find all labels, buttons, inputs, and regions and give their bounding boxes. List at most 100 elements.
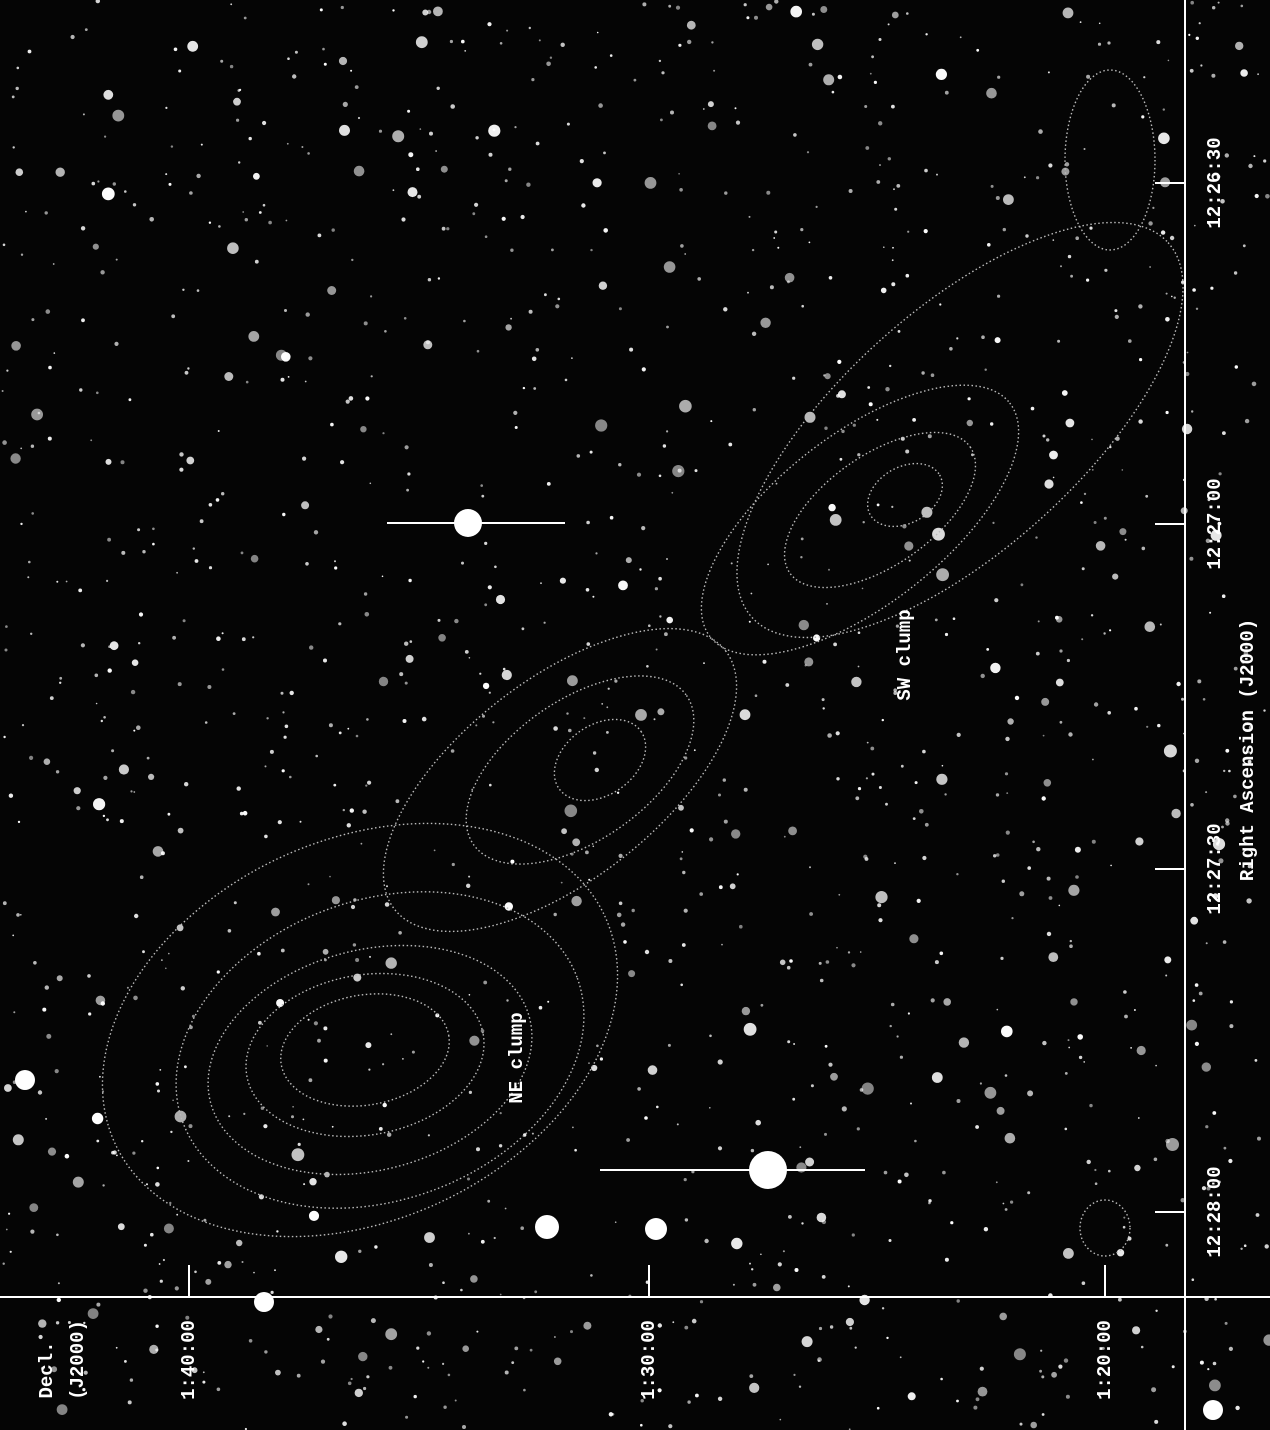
star (317, 1038, 321, 1043)
star (760, 317, 771, 328)
star (208, 221, 212, 224)
star (808, 62, 813, 67)
star (821, 698, 825, 702)
star (105, 458, 112, 465)
star (861, 1082, 874, 1095)
star (384, 902, 390, 907)
star (81, 318, 85, 323)
star (83, 1370, 88, 1375)
star (180, 986, 185, 991)
star (923, 229, 928, 234)
star (538, 1005, 543, 1010)
star (1103, 516, 1107, 520)
star (709, 1034, 712, 1038)
star (614, 1221, 617, 1223)
star (1123, 1216, 1126, 1219)
star (240, 551, 244, 555)
star (583, 1321, 592, 1330)
star (72, 1350, 75, 1353)
star (534, 1290, 538, 1294)
star (718, 885, 723, 890)
star (233, 901, 237, 905)
star (476, 1147, 480, 1152)
star (479, 672, 482, 675)
star (55, 167, 65, 177)
star (854, 1346, 857, 1349)
star (30, 444, 35, 448)
star (1229, 1024, 1234, 1029)
star (956, 732, 961, 738)
star (1090, 614, 1094, 617)
star (216, 970, 220, 974)
star (823, 374, 826, 377)
star (711, 41, 714, 44)
star (824, 426, 828, 430)
star (976, 48, 980, 52)
star (1005, 736, 1010, 742)
star (182, 619, 186, 623)
star (208, 503, 213, 507)
star (1207, 498, 1211, 502)
star (366, 1375, 370, 1379)
star (1019, 1422, 1023, 1426)
star (480, 1239, 485, 1244)
star (1013, 1348, 1026, 1361)
star (202, 1371, 205, 1374)
star (592, 595, 595, 598)
star (564, 378, 568, 382)
star (928, 1199, 932, 1203)
star (262, 120, 267, 126)
star (133, 729, 136, 732)
star (1189, 556, 1194, 561)
star (152, 846, 164, 857)
star (1205, 538, 1211, 543)
star (426, 340, 430, 345)
star (949, 347, 953, 351)
star (254, 259, 259, 264)
star (871, 55, 874, 59)
star (428, 1263, 433, 1267)
star (931, 1072, 943, 1083)
star (1138, 304, 1143, 309)
star (488, 124, 501, 137)
star (487, 1199, 491, 1203)
star (1243, 650, 1249, 656)
star (1052, 239, 1055, 241)
star (276, 999, 285, 1007)
star (1030, 406, 1035, 411)
star (170, 1130, 173, 1134)
star (1059, 649, 1063, 653)
star (678, 804, 684, 811)
star (236, 118, 240, 122)
star (1139, 358, 1143, 362)
star (618, 901, 623, 906)
star (236, 786, 241, 791)
star (106, 190, 111, 194)
star (38, 1319, 47, 1328)
star (810, 1084, 814, 1088)
star (342, 808, 345, 812)
star (294, 50, 298, 54)
star (769, 285, 774, 290)
star (221, 668, 225, 671)
star (922, 749, 926, 754)
contours (101, 69, 1184, 1257)
star (1114, 309, 1118, 313)
star (680, 244, 684, 248)
star (723, 307, 728, 312)
star (402, 719, 407, 723)
star (579, 159, 584, 164)
star (666, 325, 669, 329)
contour (700, 384, 1020, 656)
star (1181, 423, 1193, 435)
star (155, 1324, 159, 1328)
star (566, 122, 570, 126)
star (422, 9, 429, 16)
contour (101, 822, 619, 1238)
star (668, 959, 673, 963)
star (1180, 1198, 1185, 1203)
star (1201, 1186, 1207, 1191)
star (1121, 469, 1124, 471)
star (774, 230, 778, 234)
